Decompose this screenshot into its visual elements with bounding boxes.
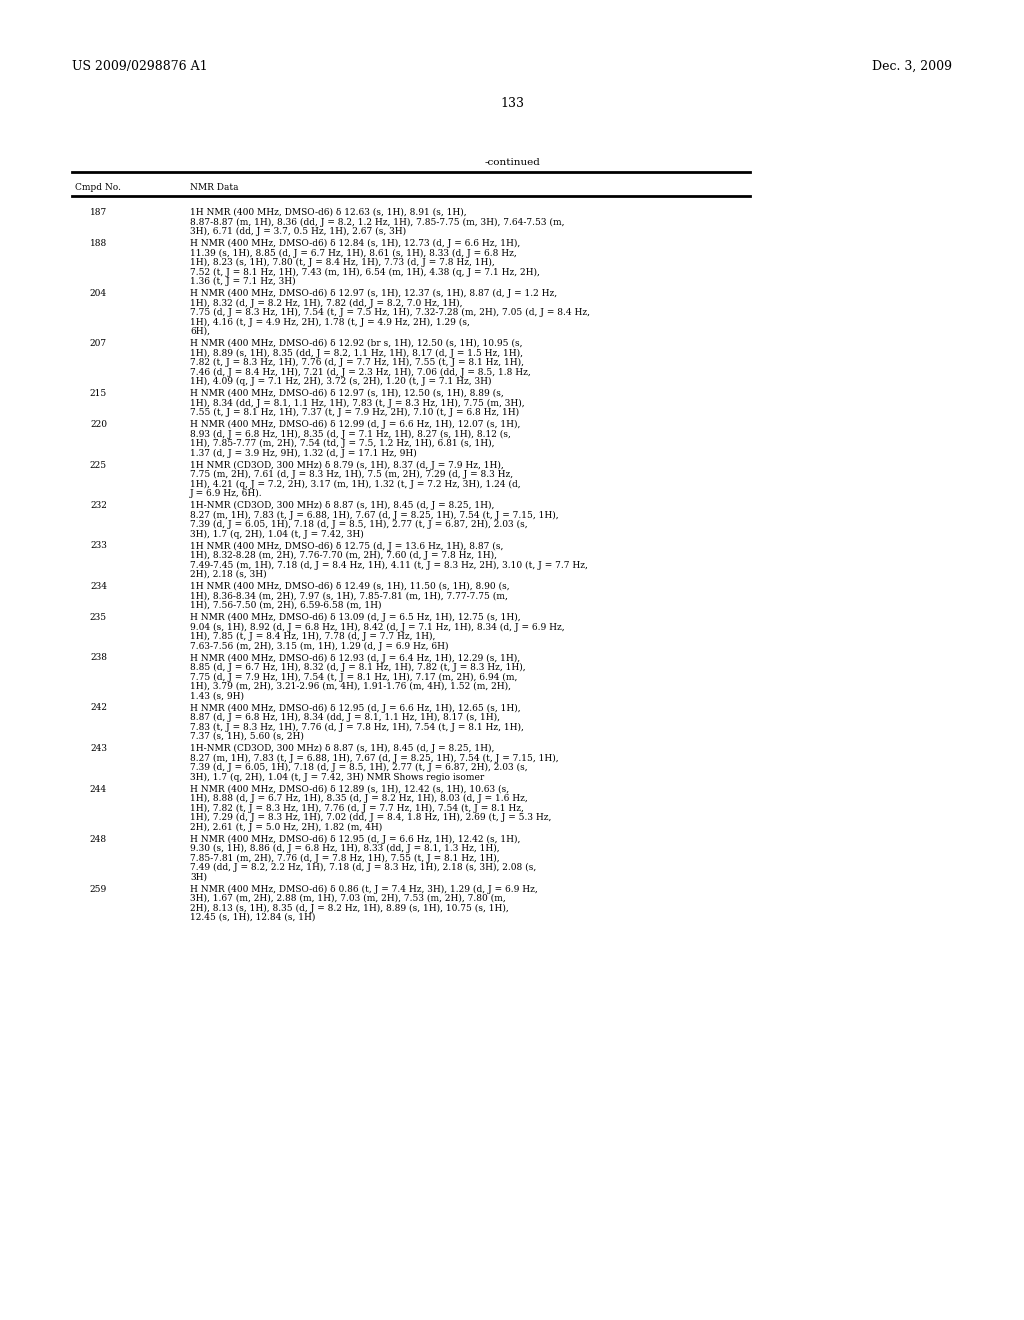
Text: 7.52 (t, J = 8.1 Hz, 1H), 7.43 (m, 1H), 6.54 (m, 1H), 4.38 (q, J = 7.1 Hz, 2H),: 7.52 (t, J = 8.1 Hz, 1H), 7.43 (m, 1H), …	[190, 268, 540, 277]
Text: 1H), 8.34 (dd, J = 8.1, 1.1 Hz, 1H), 7.83 (t, J = 8.3 Hz, 1H), 7.75 (m, 3H),: 1H), 8.34 (dd, J = 8.1, 1.1 Hz, 1H), 7.8…	[190, 399, 524, 408]
Text: 1H), 8.36-8.34 (m, 2H), 7.97 (s, 1H), 7.85-7.81 (m, 1H), 7.77-7.75 (m,: 1H), 8.36-8.34 (m, 2H), 7.97 (s, 1H), 7.…	[190, 591, 508, 601]
Text: 235: 235	[90, 612, 106, 622]
Text: 8.87-8.87 (m, 1H), 8.36 (dd, J = 8.2, 1.2 Hz, 1H), 7.85-7.75 (m, 3H), 7.64-7.53 : 8.87-8.87 (m, 1H), 8.36 (dd, J = 8.2, 1.…	[190, 218, 564, 227]
Text: 244: 244	[90, 784, 106, 793]
Text: 242: 242	[90, 704, 106, 713]
Text: 188: 188	[90, 239, 106, 248]
Text: 233: 233	[90, 541, 106, 550]
Text: 3H): 3H)	[190, 873, 207, 882]
Text: 7.85-7.81 (m, 2H), 7.76 (d, J = 7.8 Hz, 1H), 7.55 (t, J = 8.1 Hz, 1H),: 7.85-7.81 (m, 2H), 7.76 (d, J = 7.8 Hz, …	[190, 854, 500, 863]
Text: 204: 204	[90, 289, 106, 298]
Text: US 2009/0298876 A1: US 2009/0298876 A1	[72, 59, 208, 73]
Text: 7.49-7.45 (m, 1H), 7.18 (d, J = 8.4 Hz, 1H), 4.11 (t, J = 8.3 Hz, 2H), 3.10 (t, : 7.49-7.45 (m, 1H), 7.18 (d, J = 8.4 Hz, …	[190, 561, 588, 570]
Text: 1H), 3.79 (m, 2H), 3.21-2.96 (m, 4H), 1.91-1.76 (m, 4H), 1.52 (m, 2H),: 1H), 3.79 (m, 2H), 3.21-2.96 (m, 4H), 1.…	[190, 682, 511, 690]
Text: H NMR (400 MHz, DMSO-d6) δ 13.09 (d, J = 6.5 Hz, 1H), 12.75 (s, 1H),: H NMR (400 MHz, DMSO-d6) δ 13.09 (d, J =…	[190, 612, 520, 622]
Text: 8.93 (d, J = 6.8 Hz, 1H), 8.35 (d, J = 7.1 Hz, 1H), 8.27 (s, 1H), 8.12 (s,: 8.93 (d, J = 6.8 Hz, 1H), 8.35 (d, J = 7…	[190, 429, 511, 438]
Text: 7.83 (t, J = 8.3 Hz, 1H), 7.76 (d, J = 7.8 Hz, 1H), 7.54 (t, J = 8.1 Hz, 1H),: 7.83 (t, J = 8.3 Hz, 1H), 7.76 (d, J = 7…	[190, 722, 524, 731]
Text: 1H NMR (400 MHz, DMSO-d6) δ 12.63 (s, 1H), 8.91 (s, 1H),: 1H NMR (400 MHz, DMSO-d6) δ 12.63 (s, 1H…	[190, 209, 467, 216]
Text: Dec. 3, 2009: Dec. 3, 2009	[872, 59, 952, 73]
Text: 220: 220	[90, 420, 106, 429]
Text: 2H), 2.18 (s, 3H): 2H), 2.18 (s, 3H)	[190, 570, 266, 579]
Text: 1H), 7.85-7.77 (m, 2H), 7.54 (td, J = 7.5, 1.2 Hz, 1H), 6.81 (s, 1H),: 1H), 7.85-7.77 (m, 2H), 7.54 (td, J = 7.…	[190, 440, 495, 447]
Text: 234: 234	[90, 582, 106, 591]
Text: 3H), 1.7 (q, 2H), 1.04 (t, J = 7.42, 3H): 3H), 1.7 (q, 2H), 1.04 (t, J = 7.42, 3H)	[190, 529, 364, 539]
Text: 1H), 7.85 (t, J = 8.4 Hz, 1H), 7.78 (d, J = 7.7 Hz, 1H),: 1H), 7.85 (t, J = 8.4 Hz, 1H), 7.78 (d, …	[190, 632, 435, 642]
Text: 1.37 (d, J = 3.9 Hz, 9H), 1.32 (d, J = 17.1 Hz, 9H): 1.37 (d, J = 3.9 Hz, 9H), 1.32 (d, J = 1…	[190, 449, 417, 458]
Text: 8.87 (d, J = 6.8 Hz, 1H), 8.34 (dd, J = 8.1, 1.1 Hz, 1H), 8.17 (s, 1H),: 8.87 (d, J = 6.8 Hz, 1H), 8.34 (dd, J = …	[190, 713, 500, 722]
Text: H NMR (400 MHz, DMSO-d6) δ 12.89 (s, 1H), 12.42 (s, 1H), 10.63 (s,: H NMR (400 MHz, DMSO-d6) δ 12.89 (s, 1H)…	[190, 784, 509, 793]
Text: 9.04 (s, 1H), 8.92 (d, J = 6.8 Hz, 1H), 8.42 (d, J = 7.1 Hz, 1H), 8.34 (d, J = 6: 9.04 (s, 1H), 8.92 (d, J = 6.8 Hz, 1H), …	[190, 623, 564, 632]
Text: 1H), 8.89 (s, 1H), 8.35 (dd, J = 8.2, 1.1 Hz, 1H), 8.17 (d, J = 1.5 Hz, 1H),: 1H), 8.89 (s, 1H), 8.35 (dd, J = 8.2, 1.…	[190, 348, 523, 358]
Text: 7.39 (d, J = 6.05, 1H), 7.18 (d, J = 8.5, 1H), 2.77 (t, J = 6.87, 2H), 2.03 (s,: 7.39 (d, J = 6.05, 1H), 7.18 (d, J = 8.5…	[190, 520, 527, 529]
Text: 7.63-7.56 (m, 2H), 3.15 (m, 1H), 1.29 (d, J = 6.9 Hz, 6H): 7.63-7.56 (m, 2H), 3.15 (m, 1H), 1.29 (d…	[190, 642, 449, 651]
Text: H NMR (400 MHz, DMSO-d6) δ 12.93 (d, J = 6.4 Hz, 1H), 12.29 (s, 1H),: H NMR (400 MHz, DMSO-d6) δ 12.93 (d, J =…	[190, 653, 520, 663]
Text: 232: 232	[90, 502, 106, 510]
Text: 225: 225	[90, 461, 106, 470]
Text: 8.27 (m, 1H), 7.83 (t, J = 6.88, 1H), 7.67 (d, J = 8.25, 1H), 7.54 (t, J = 7.15,: 8.27 (m, 1H), 7.83 (t, J = 6.88, 1H), 7.…	[190, 511, 559, 520]
Text: 7.39 (d, J = 6.05, 1H), 7.18 (d, J = 8.5, 1H), 2.77 (t, J = 6.87, 2H), 2.03 (s,: 7.39 (d, J = 6.05, 1H), 7.18 (d, J = 8.5…	[190, 763, 527, 772]
Text: 2H), 8.13 (s, 1H), 8.35 (d, J = 8.2 Hz, 1H), 8.89 (s, 1H), 10.75 (s, 1H),: 2H), 8.13 (s, 1H), 8.35 (d, J = 8.2 Hz, …	[190, 903, 509, 912]
Text: 207: 207	[90, 339, 106, 348]
Text: 2H), 2.61 (t, J = 5.0 Hz, 2H), 1.82 (m, 4H): 2H), 2.61 (t, J = 5.0 Hz, 2H), 1.82 (m, …	[190, 822, 382, 832]
Text: 1H), 8.88 (d, J = 6.7 Hz, 1H), 8.35 (d, J = 8.2 Hz, 1H), 8.03 (d, J = 1.6 Hz,: 1H), 8.88 (d, J = 6.7 Hz, 1H), 8.35 (d, …	[190, 795, 527, 803]
Text: 6H),: 6H),	[190, 327, 210, 337]
Text: 7.75 (d, J = 8.3 Hz, 1H), 7.54 (t, J = 7.5 Hz, 1H), 7.32-7.28 (m, 2H), 7.05 (d, : 7.75 (d, J = 8.3 Hz, 1H), 7.54 (t, J = 7…	[190, 308, 590, 317]
Text: 1H), 4.21 (q, J = 7.2, 2H), 3.17 (m, 1H), 1.32 (t, J = 7.2 Hz, 3H), 1.24 (d,: 1H), 4.21 (q, J = 7.2, 2H), 3.17 (m, 1H)…	[190, 479, 520, 488]
Text: 238: 238	[90, 653, 106, 663]
Text: 7.46 (d, J = 8.4 Hz, 1H), 7.21 (d, J = 2.3 Hz, 1H), 7.06 (dd, J = 8.5, 1.8 Hz,: 7.46 (d, J = 8.4 Hz, 1H), 7.21 (d, J = 2…	[190, 367, 530, 376]
Text: 259: 259	[90, 884, 106, 894]
Text: 133: 133	[500, 96, 524, 110]
Text: 7.55 (t, J = 8.1 Hz, 1H), 7.37 (t, J = 7.9 Hz, 2H), 7.10 (t, J = 6.8 Hz, 1H): 7.55 (t, J = 8.1 Hz, 1H), 7.37 (t, J = 7…	[190, 408, 519, 417]
Text: 7.37 (s, 1H), 5.60 (s, 2H): 7.37 (s, 1H), 5.60 (s, 2H)	[190, 733, 304, 741]
Text: NMR Data: NMR Data	[190, 183, 239, 191]
Text: 3H), 6.71 (dd, J = 3.7, 0.5 Hz, 1H), 2.67 (s, 3H): 3H), 6.71 (dd, J = 3.7, 0.5 Hz, 1H), 2.6…	[190, 227, 407, 236]
Text: 1H), 8.32-8.28 (m, 2H), 7.76-7.70 (m, 2H), 7.60 (d, J = 7.8 Hz, 1H),: 1H), 8.32-8.28 (m, 2H), 7.76-7.70 (m, 2H…	[190, 550, 497, 560]
Text: 1H-NMR (CD3OD, 300 MHz) δ 8.87 (s, 1H), 8.45 (d, J = 8.25, 1H),: 1H-NMR (CD3OD, 300 MHz) δ 8.87 (s, 1H), …	[190, 502, 495, 510]
Text: 248: 248	[90, 834, 106, 843]
Text: 1H), 7.82 (t, J = 8.3 Hz, 1H), 7.76 (d, J = 7.7 Hz, 1H), 7.54 (t, J = 8.1 Hz,: 1H), 7.82 (t, J = 8.3 Hz, 1H), 7.76 (d, …	[190, 804, 524, 813]
Text: 1H NMR (400 MHz, DMSO-d6) δ 12.49 (s, 1H), 11.50 (s, 1H), 8.90 (s,: 1H NMR (400 MHz, DMSO-d6) δ 12.49 (s, 1H…	[190, 582, 510, 591]
Text: J = 6.9 Hz, 6H).: J = 6.9 Hz, 6H).	[190, 488, 262, 498]
Text: 7.49 (dd, J = 8.2, 2.2 Hz, 1H), 7.18 (d, J = 8.3 Hz, 1H), 2.18 (s, 3H), 2.08 (s,: 7.49 (dd, J = 8.2, 2.2 Hz, 1H), 7.18 (d,…	[190, 863, 537, 873]
Text: H NMR (400 MHz, DMSO-d6) δ 12.95 (d, J = 6.6 Hz, 1H), 12.42 (s, 1H),: H NMR (400 MHz, DMSO-d6) δ 12.95 (d, J =…	[190, 834, 520, 843]
Text: 1H), 4.09 (q, J = 7.1 Hz, 2H), 3.72 (s, 2H), 1.20 (t, J = 7.1 Hz, 3H): 1H), 4.09 (q, J = 7.1 Hz, 2H), 3.72 (s, …	[190, 378, 492, 387]
Text: H NMR (400 MHz, DMSO-d6) δ 12.92 (br s, 1H), 12.50 (s, 1H), 10.95 (s,: H NMR (400 MHz, DMSO-d6) δ 12.92 (br s, …	[190, 339, 522, 348]
Text: -continued: -continued	[484, 158, 540, 168]
Text: H NMR (400 MHz, DMSO-d6) δ 12.97 (s, 1H), 12.37 (s, 1H), 8.87 (d, J = 1.2 Hz,: H NMR (400 MHz, DMSO-d6) δ 12.97 (s, 1H)…	[190, 289, 557, 298]
Text: 1H), 8.23 (s, 1H), 7.80 (t, J = 8.4 Hz, 1H), 7.73 (d, J = 7.8 Hz, 1H),: 1H), 8.23 (s, 1H), 7.80 (t, J = 8.4 Hz, …	[190, 257, 495, 267]
Text: H NMR (400 MHz, DMSO-d6) δ 12.97 (s, 1H), 12.50 (s, 1H), 8.89 (s,: H NMR (400 MHz, DMSO-d6) δ 12.97 (s, 1H)…	[190, 389, 504, 399]
Text: 12.45 (s, 1H), 12.84 (s, 1H): 12.45 (s, 1H), 12.84 (s, 1H)	[190, 913, 315, 921]
Text: H NMR (400 MHz, DMSO-d6) δ 12.95 (d, J = 6.6 Hz, 1H), 12.65 (s, 1H),: H NMR (400 MHz, DMSO-d6) δ 12.95 (d, J =…	[190, 704, 520, 713]
Text: 1.43 (s, 9H): 1.43 (s, 9H)	[190, 692, 244, 701]
Text: 1H NMR (CD3OD, 300 MHz) δ 8.79 (s, 1H), 8.37 (d, J = 7.9 Hz, 1H),: 1H NMR (CD3OD, 300 MHz) δ 8.79 (s, 1H), …	[190, 461, 504, 470]
Text: 8.27 (m, 1H), 7.83 (t, J = 6.88, 1H), 7.67 (d, J = 8.25, 1H), 7.54 (t, J = 7.15,: 8.27 (m, 1H), 7.83 (t, J = 6.88, 1H), 7.…	[190, 754, 559, 763]
Text: 1H NMR (400 MHz, DMSO-d6) δ 12.75 (d, J = 13.6 Hz, 1H), 8.87 (s,: 1H NMR (400 MHz, DMSO-d6) δ 12.75 (d, J …	[190, 541, 504, 550]
Text: H NMR (400 MHz, DMSO-d6) δ 0.86 (t, J = 7.4 Hz, 3H), 1.29 (d, J = 6.9 Hz,: H NMR (400 MHz, DMSO-d6) δ 0.86 (t, J = …	[190, 884, 538, 894]
Text: 1H), 7.29 (d, J = 8.3 Hz, 1H), 7.02 (dd, J = 8.4, 1.8 Hz, 1H), 2.69 (t, J = 5.3 : 1H), 7.29 (d, J = 8.3 Hz, 1H), 7.02 (dd,…	[190, 813, 551, 822]
Text: 1H), 7.56-7.50 (m, 2H), 6.59-6.58 (m, 1H): 1H), 7.56-7.50 (m, 2H), 6.59-6.58 (m, 1H…	[190, 601, 382, 610]
Text: 1H-NMR (CD3OD, 300 MHz) δ 8.87 (s, 1H), 8.45 (d, J = 8.25, 1H),: 1H-NMR (CD3OD, 300 MHz) δ 8.87 (s, 1H), …	[190, 744, 495, 754]
Text: Cmpd No.: Cmpd No.	[75, 183, 121, 191]
Text: 1.36 (t, J = 7.1 Hz, 3H): 1.36 (t, J = 7.1 Hz, 3H)	[190, 277, 296, 286]
Text: 1H), 8.32 (d, J = 8.2 Hz, 1H), 7.82 (dd, J = 8.2, 7.0 Hz, 1H),: 1H), 8.32 (d, J = 8.2 Hz, 1H), 7.82 (dd,…	[190, 298, 463, 308]
Text: 7.75 (d, J = 7.9 Hz, 1H), 7.54 (t, J = 8.1 Hz, 1H), 7.17 (m, 2H), 6.94 (m,: 7.75 (d, J = 7.9 Hz, 1H), 7.54 (t, J = 8…	[190, 672, 517, 681]
Text: 8.85 (d, J = 6.7 Hz, 1H), 8.32 (d, J = 8.1 Hz, 1H), 7.82 (t, J = 8.3 Hz, 1H),: 8.85 (d, J = 6.7 Hz, 1H), 8.32 (d, J = 8…	[190, 663, 525, 672]
Text: 7.82 (t, J = 8.3 Hz, 1H), 7.76 (d, J = 7.7 Hz, 1H), 7.55 (t, J = 8.1 Hz, 1H),: 7.82 (t, J = 8.3 Hz, 1H), 7.76 (d, J = 7…	[190, 358, 524, 367]
Text: 3H), 1.67 (m, 2H), 2.88 (m, 1H), 7.03 (m, 2H), 7.53 (m, 2H), 7.80 (m,: 3H), 1.67 (m, 2H), 2.88 (m, 1H), 7.03 (m…	[190, 894, 506, 903]
Text: 1H), 4.16 (t, J = 4.9 Hz, 2H), 1.78 (t, J = 4.9 Hz, 2H), 1.29 (s,: 1H), 4.16 (t, J = 4.9 Hz, 2H), 1.78 (t, …	[190, 318, 470, 326]
Text: 9.30 (s, 1H), 8.86 (d, J = 6.8 Hz, 1H), 8.33 (dd, J = 8.1, 1.3 Hz, 1H),: 9.30 (s, 1H), 8.86 (d, J = 6.8 Hz, 1H), …	[190, 843, 500, 853]
Text: 3H), 1.7 (q, 2H), 1.04 (t, J = 7.42, 3H) NMR Shows regio isomer: 3H), 1.7 (q, 2H), 1.04 (t, J = 7.42, 3H)…	[190, 772, 484, 781]
Text: 7.75 (m, 2H), 7.61 (d, J = 8.3 Hz, 1H), 7.5 (m, 2H), 7.29 (d, J = 8.3 Hz,: 7.75 (m, 2H), 7.61 (d, J = 8.3 Hz, 1H), …	[190, 470, 513, 479]
Text: 11.39 (s, 1H), 8.85 (d, J = 6.7 Hz, 1H), 8.61 (s, 1H), 8.33 (d, J = 6.8 Hz,: 11.39 (s, 1H), 8.85 (d, J = 6.7 Hz, 1H),…	[190, 248, 517, 257]
Text: 187: 187	[90, 209, 106, 216]
Text: H NMR (400 MHz, DMSO-d6) δ 12.99 (d, J = 6.6 Hz, 1H), 12.07 (s, 1H),: H NMR (400 MHz, DMSO-d6) δ 12.99 (d, J =…	[190, 420, 520, 429]
Text: H NMR (400 MHz, DMSO-d6) δ 12.84 (s, 1H), 12.73 (d, J = 6.6 Hz, 1H),: H NMR (400 MHz, DMSO-d6) δ 12.84 (s, 1H)…	[190, 239, 520, 248]
Text: 215: 215	[90, 389, 106, 399]
Text: 243: 243	[90, 744, 106, 752]
